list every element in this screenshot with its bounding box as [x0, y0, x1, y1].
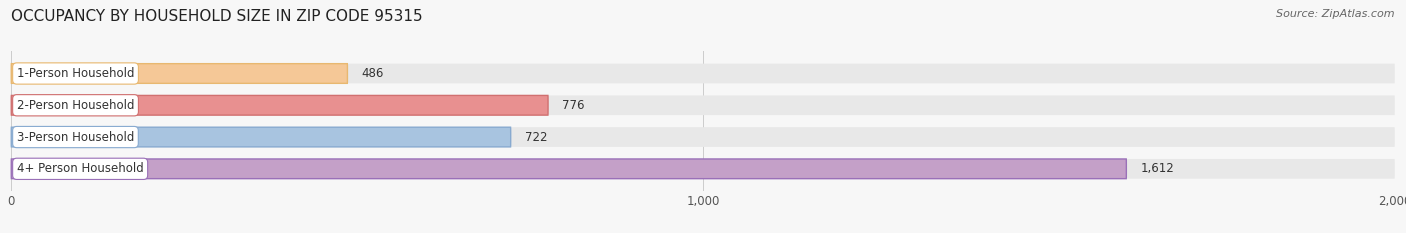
FancyBboxPatch shape	[11, 159, 1395, 179]
Text: 1,612: 1,612	[1140, 162, 1174, 175]
Text: 4+ Person Household: 4+ Person Household	[17, 162, 143, 175]
FancyBboxPatch shape	[11, 159, 1126, 179]
FancyBboxPatch shape	[11, 64, 1395, 83]
Text: 722: 722	[524, 130, 547, 144]
Text: 776: 776	[562, 99, 585, 112]
FancyBboxPatch shape	[11, 64, 347, 83]
FancyBboxPatch shape	[11, 127, 1395, 147]
Text: 2-Person Household: 2-Person Household	[17, 99, 135, 112]
Text: Source: ZipAtlas.com: Source: ZipAtlas.com	[1277, 9, 1395, 19]
FancyBboxPatch shape	[11, 96, 548, 115]
Text: 486: 486	[361, 67, 384, 80]
FancyBboxPatch shape	[11, 96, 1395, 115]
Text: 1-Person Household: 1-Person Household	[17, 67, 135, 80]
Text: 3-Person Household: 3-Person Household	[17, 130, 134, 144]
Text: OCCUPANCY BY HOUSEHOLD SIZE IN ZIP CODE 95315: OCCUPANCY BY HOUSEHOLD SIZE IN ZIP CODE …	[11, 9, 423, 24]
FancyBboxPatch shape	[11, 127, 510, 147]
